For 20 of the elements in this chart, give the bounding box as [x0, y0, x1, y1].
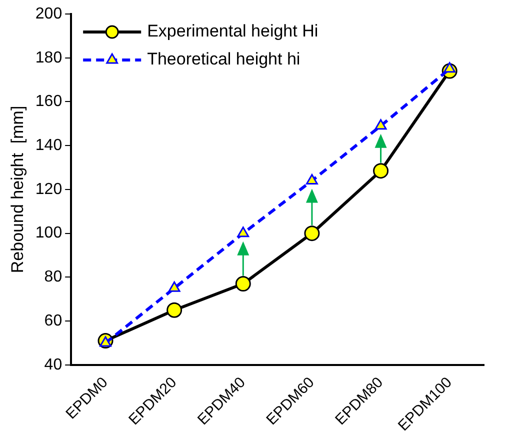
point — [237, 226, 250, 238]
legend-label: Experimental height Hi — [147, 22, 318, 41]
y-tick-label: 120 — [35, 180, 62, 198]
point — [373, 163, 389, 179]
y-tick-label: 200 — [35, 5, 62, 22]
point — [166, 302, 182, 318]
point — [306, 174, 318, 184]
y-tick-label: 160 — [35, 93, 62, 110]
point — [304, 226, 320, 242]
point — [374, 119, 387, 130]
y-tick-label: 60 — [44, 312, 62, 330]
y-tick-label: 180 — [35, 49, 62, 66]
point — [235, 276, 251, 292]
y-tick-label: 40 — [44, 356, 62, 374]
y-tick-label: 100 — [35, 224, 62, 242]
y-tick-label: 140 — [35, 137, 62, 154]
y-tick-label: 80 — [44, 268, 62, 286]
point — [168, 281, 180, 292]
legend-label: Theoretical height hi — [147, 50, 300, 69]
y-axis-title: Rebound height [mm] — [8, 106, 27, 274]
